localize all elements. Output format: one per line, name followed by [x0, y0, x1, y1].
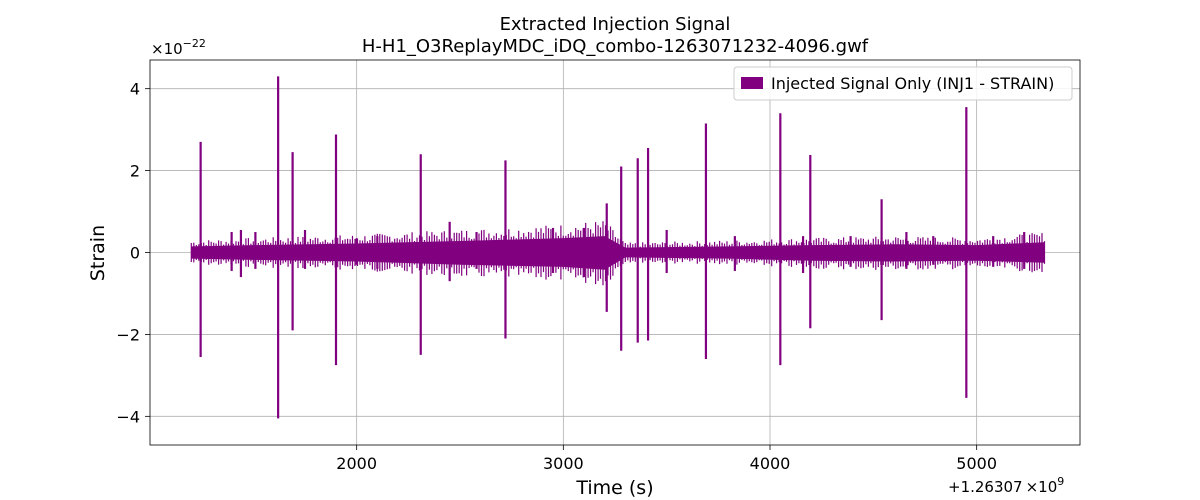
legend-swatch: [741, 77, 763, 89]
x-tick-label-1: 3000: [543, 454, 584, 473]
y-tick-label-1: 2: [130, 162, 140, 181]
chart-subtitle: H-H1_O3ReplayMDC_iDQ_combo-1263071232-40…: [362, 36, 869, 57]
y-tick-label-0: 4: [130, 80, 140, 99]
y-multiplier-base: ×10: [151, 40, 183, 58]
legend-box: [733, 66, 1073, 101]
y-tick-label-2: 0: [130, 244, 140, 263]
x-tick-label-3: 5000: [956, 454, 997, 473]
x-axis-ticks: 2000 3000 4000 5000: [336, 445, 997, 473]
plot-area: [190, 76, 1046, 419]
legend: Injected Signal Only (INJ1 - STRAIN): [733, 66, 1073, 101]
x-offset-base: ×10: [1026, 478, 1058, 496]
y-tick-label-4: −4: [116, 407, 140, 426]
x-tick-label-2: 4000: [750, 454, 791, 473]
x-tick-label-0: 2000: [336, 454, 377, 473]
x-offset-exponent: 9: [1057, 475, 1064, 488]
x-offset-value: +1.26307: [948, 478, 1023, 496]
y-tick-label-3: −2: [116, 325, 140, 344]
y-axis-ticks: 4 2 0 −2 −4: [116, 80, 150, 426]
x-axis-label: Time (s): [575, 477, 653, 499]
legend-label: Injected Signal Only (INJ1 - STRAIN): [771, 74, 1054, 93]
y-multiplier-exponent: −22: [183, 37, 206, 50]
y-axis-label: Strain: [87, 225, 109, 281]
x-axis-offset: +1.26307 ×109: [948, 475, 1064, 496]
y-axis-multiplier: ×10−22: [151, 37, 206, 58]
chart-title: Extracted Injection Signal: [500, 14, 731, 35]
